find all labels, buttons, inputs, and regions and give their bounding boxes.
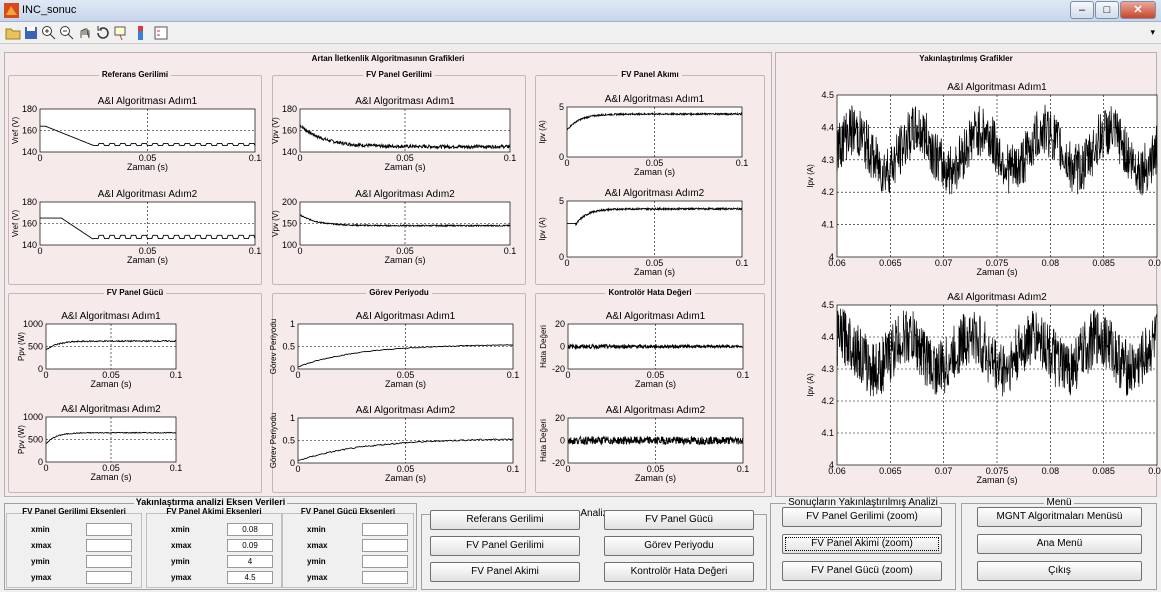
menu-title: Menü	[1044, 497, 1074, 508]
open-icon[interactable]	[4, 24, 22, 42]
axis-xmin-label: xmin	[307, 525, 326, 534]
axis-xmin-input[interactable]	[362, 523, 408, 536]
axis-xmax-label: xmax	[31, 541, 52, 550]
pan-icon[interactable]	[76, 24, 94, 42]
window-titlebar: INC_sonuc – □ ✕	[0, 0, 1161, 22]
axis-ymin-input[interactable]	[362, 555, 408, 568]
legend-icon[interactable]	[152, 24, 170, 42]
matlab-app-icon	[4, 3, 19, 18]
axis-ymin-label: ymin	[31, 557, 50, 566]
rotate-icon[interactable]	[94, 24, 112, 42]
colorbar-icon[interactable]	[134, 24, 152, 42]
close-button[interactable]: ✕	[1120, 1, 1156, 19]
panel-ipv-title: FV Panel Akımı	[618, 70, 682, 79]
zoom-in-icon[interactable]	[40, 24, 58, 42]
minimize-button[interactable]: –	[1070, 1, 1094, 19]
vpv-zoom-button[interactable]: FV Panel Gerilimi (zoom)	[782, 507, 942, 527]
axis-xmin-label: xmin	[31, 525, 50, 534]
axis-subgroup-title: FV Panel Gücü Eksenleri	[300, 507, 396, 516]
referans-gerilimi-button[interactable]: Referans Gerilimi	[430, 510, 580, 530]
axis-subgroup-title: FV Panel Gerilimi Eksenleri	[22, 507, 126, 516]
axis-subgroup-title: FV Panel Akimi Eksenleri	[166, 507, 262, 516]
panel-vref: Referans Gerilimi	[8, 70, 262, 285]
axis-xmax-input[interactable]	[362, 539, 408, 552]
axis-subgroup-0	[6, 513, 142, 588]
fv-panel-gucu-button[interactable]: FV Panel Gücü	[604, 510, 754, 530]
fv-panel-gerilimi-button[interactable]: FV Panel Gerilimi	[430, 536, 580, 556]
ppv-zoom-button[interactable]: FV Panel Gücü (zoom)	[782, 561, 942, 581]
figure-toolbar: ▾	[0, 22, 1161, 44]
toolbar-dropdown-icon[interactable]: ▾	[1150, 27, 1155, 37]
zoom-frame-title: Yakınlaştırılmış Grafikler	[919, 54, 1013, 63]
zoom-graphs-frame: Yakınlaştırılmış Grafikler	[775, 52, 1157, 497]
axis-subgroup-2	[282, 513, 414, 588]
axis-ymin-label: ymin	[307, 557, 326, 566]
panel-vpv-title: FV Panel Gerilimi	[363, 70, 435, 79]
axis-ymax-label: ymax	[307, 573, 328, 582]
zoom-analysis-group: Sonuçların Yakınlaştırılmış Analizi	[770, 497, 956, 590]
data-cursor-icon[interactable]	[112, 24, 130, 42]
panel-err: Kontrolör Hata Değeri	[535, 288, 765, 493]
axis-ymin-input[interactable]	[86, 555, 132, 568]
mgnt-menu-button[interactable]: MGNT Algoritmaları Menüsü	[977, 507, 1142, 527]
axis-xmax-label: xmax	[171, 541, 192, 550]
panel-ppv: FV Panel Gücü	[8, 288, 262, 493]
controls-area: Yakınlaştırma analizi Eksen Verileri FV …	[0, 497, 1161, 592]
axis-xmin-input[interactable]: 0.08	[227, 523, 273, 536]
ipv-zoom-button[interactable]: FV Panel Akimi (zoom)	[782, 534, 942, 554]
exit-button[interactable]: Çıkış	[977, 561, 1142, 581]
axis-ymin-label: ymin	[171, 557, 190, 566]
panel-ipv: FV Panel Akımı	[535, 70, 765, 285]
maximize-button[interactable]: □	[1095, 1, 1119, 19]
panel-vpv: FV Panel Gerilimi	[272, 70, 526, 285]
axis-xmax-input[interactable]: 0.09	[227, 539, 273, 552]
axis-settings-group: Yakınlaştırma analizi Eksen Verileri	[4, 497, 417, 590]
axis-xmin-label: xmin	[171, 525, 190, 534]
axis-ymax-input[interactable]: 4.5	[227, 571, 273, 584]
axis-xmax-input[interactable]	[86, 539, 132, 552]
axis-ymax-input[interactable]	[86, 571, 132, 584]
menu-group: Menü	[961, 497, 1157, 590]
axis-ymax-label: ymax	[31, 573, 52, 582]
axis-subgroup-1	[146, 513, 282, 588]
axis-xmin-input[interactable]	[86, 523, 132, 536]
zoom-analysis-title: Sonuçların Yakınlaştırılmış Analizi	[786, 497, 940, 508]
fv-panel-akimi-button[interactable]: FV Panel Akimi	[430, 562, 580, 582]
main-frame-title: Artan İletkenlik Algoritmasının Grafikle…	[311, 54, 465, 63]
panel-duty: Görev Periyodu	[272, 288, 526, 493]
axis-ymax-label: ymax	[171, 573, 192, 582]
analiz-group: Analiz	[421, 508, 767, 590]
axis-xmax-label: xmax	[307, 541, 328, 550]
analiz-title: Analiz	[578, 508, 610, 519]
axis-settings-title: Yakınlaştırma analizi Eksen Verileri	[133, 497, 288, 507]
axis-ymin-input[interactable]: 4	[227, 555, 273, 568]
panel-vref-title: Referans Gerilimi	[98, 70, 172, 79]
panel-duty-title: Görev Periyodu	[366, 288, 432, 297]
main-graphs-frame: Artan İletkenlik Algoritmasının Grafikle…	[4, 52, 772, 497]
panel-ppv-title: FV Panel Gücü	[103, 288, 167, 297]
kontrolor-hata-degeri-button[interactable]: Kontrolör Hata Değeri	[604, 562, 754, 582]
axis-ymax-input[interactable]	[362, 571, 408, 584]
panel-err-title: Kontrolör Hata Değeri	[605, 288, 695, 297]
save-icon[interactable]	[22, 24, 40, 42]
zoom-out-icon[interactable]	[58, 24, 76, 42]
gorev-periyodu-button[interactable]: Görev Periyodu	[604, 536, 754, 556]
window-title: INC_sonuc	[22, 4, 77, 16]
main-menu-button[interactable]: Ana Menü	[977, 534, 1142, 554]
